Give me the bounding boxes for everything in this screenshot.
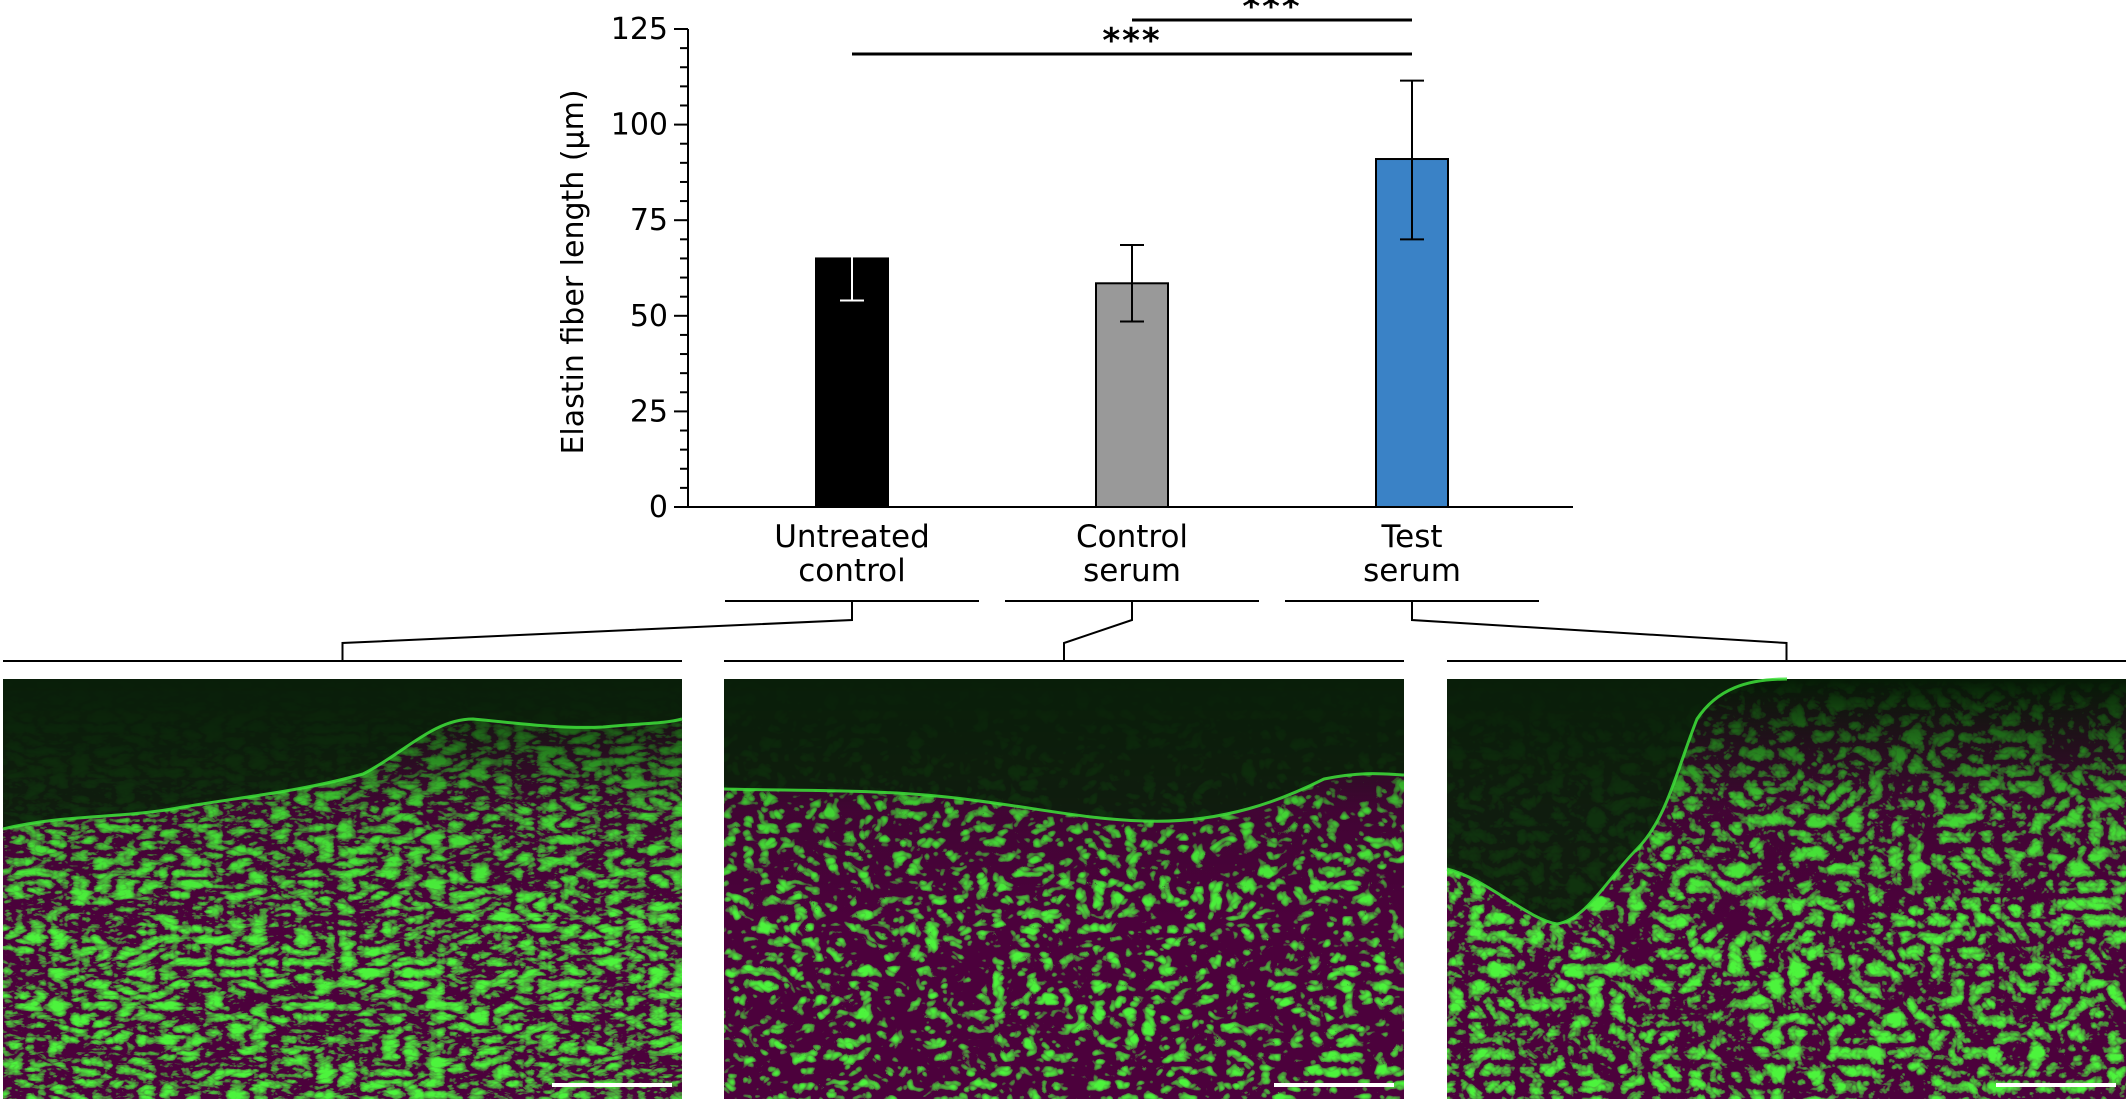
error-bar xyxy=(1120,244,1144,323)
micrograph-panels xyxy=(2,677,2126,1099)
micrograph-dark-region xyxy=(724,679,1404,822)
bars-group xyxy=(815,158,1449,509)
error-bar xyxy=(840,215,864,302)
category-label: Test xyxy=(1380,519,1442,555)
micrograph-surface-edge xyxy=(1446,677,1788,926)
micrograph-surface-edge xyxy=(2,717,683,831)
category-label: Untreated xyxy=(774,519,930,555)
micrograph-dark-region xyxy=(3,679,682,829)
category-label: serum xyxy=(1363,553,1461,589)
micrograph-panel xyxy=(2,679,683,1099)
y-axis: 0 25 50 75 100 125 xyxy=(611,12,689,525)
category-label: serum xyxy=(1083,553,1181,589)
micrograph-surface-edge xyxy=(723,772,1405,823)
error-bars-group xyxy=(840,79,1424,323)
y-axis-title: Elastin fiber length (µm) xyxy=(556,89,591,454)
error-bar xyxy=(1400,79,1424,241)
y-tick-label: 75 xyxy=(630,203,668,238)
y-tick-label: 50 xyxy=(630,299,668,334)
panel-connectors xyxy=(3,601,2126,662)
significance-label: *** xyxy=(1102,21,1161,61)
connector-line xyxy=(1063,601,1133,661)
category-label: control xyxy=(798,553,905,589)
y-tick-label: 25 xyxy=(630,394,668,429)
significance-group: *** *** xyxy=(852,0,1412,61)
micrograph-panel xyxy=(1446,677,2126,1099)
micrograph-panel xyxy=(723,679,1405,1099)
y-tick-label: 125 xyxy=(611,12,668,47)
y-tick-label: 100 xyxy=(611,108,668,143)
micrograph-dark-region xyxy=(1447,679,1787,924)
y-tick-label: 0 xyxy=(649,490,668,525)
connector-line xyxy=(341,601,853,661)
connector-line xyxy=(1411,601,1788,661)
significance-label: *** xyxy=(1242,0,1301,27)
category-label: Control xyxy=(1076,519,1188,555)
